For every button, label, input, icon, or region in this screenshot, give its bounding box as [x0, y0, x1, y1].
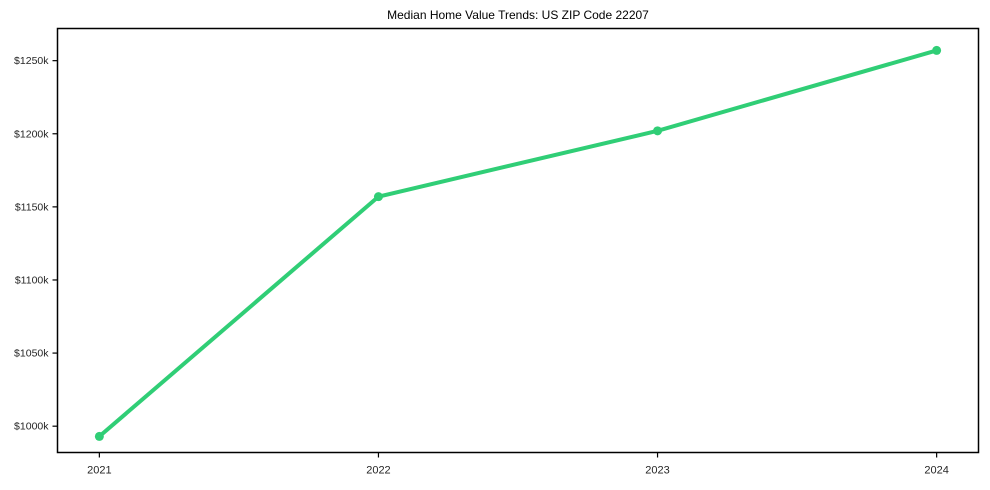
x-axis-tick-label: 2022	[366, 465, 390, 477]
data-point-2022	[373, 192, 383, 202]
data-point-2021	[94, 431, 104, 441]
data-point-2023	[653, 126, 663, 136]
chart-title: Median Home Value Trends: US ZIP Code 22…	[387, 8, 649, 22]
y-axis-tick-label: $1150k	[15, 201, 49, 213]
y-axis-tick-label: $1250k	[14, 55, 49, 67]
x-axis-tick-label: 2021	[87, 465, 111, 477]
data-point-2024	[932, 45, 942, 55]
series-line	[97, 48, 939, 439]
y-axis-tick-label: $1000k	[14, 421, 49, 433]
y-axis-tick-label: $1200k	[14, 128, 49, 140]
x-axis-tick-label: 2024	[924, 465, 948, 477]
x-axis-tick-label: 2023	[645, 465, 669, 477]
y-axis-tick-label: $1100k	[15, 274, 49, 286]
plot-border	[56, 27, 980, 454]
y-axis-tick-label: $1050k	[14, 348, 49, 360]
